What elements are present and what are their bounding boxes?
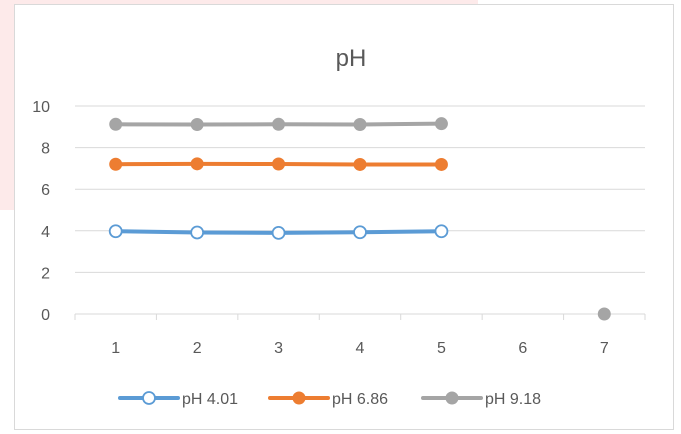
y-tick-label: 4	[41, 224, 50, 241]
legend-marker	[142, 391, 156, 405]
x-tick-label: 4	[356, 340, 365, 357]
data-point	[353, 157, 367, 171]
legend-item: pH 4.01	[118, 391, 238, 408]
x-tick-label: 1	[111, 340, 120, 357]
data-point	[597, 307, 611, 321]
data-point	[108, 224, 123, 239]
chart-title: pH	[336, 45, 367, 72]
data-point	[434, 224, 449, 239]
data-point	[353, 225, 367, 240]
data-point	[190, 157, 204, 171]
x-tick-label: 7	[600, 340, 609, 357]
chart-area	[14, 4, 674, 430]
x-tick-label: 6	[518, 340, 527, 357]
data-point	[353, 118, 367, 132]
data-point	[109, 157, 123, 171]
legend-label: pH 6.86	[332, 391, 388, 408]
x-tick-label: 3	[274, 340, 283, 357]
legend-item: pH 9.18	[421, 391, 541, 408]
data-point	[190, 118, 204, 132]
y-tick-label: 8	[41, 141, 50, 158]
legend-marker	[445, 391, 459, 405]
legend-label: pH 9.18	[485, 391, 541, 408]
series-ph-4-01	[108, 224, 449, 240]
data-point	[109, 117, 123, 131]
y-tick-label: 0	[41, 307, 50, 324]
data-point	[190, 225, 205, 240]
data-point	[272, 157, 286, 171]
data-point	[271, 225, 286, 240]
legend-label: pH 4.01	[182, 391, 238, 408]
data-point	[434, 157, 448, 171]
series-ph-6-86	[109, 157, 448, 171]
x-tick-label: 2	[193, 340, 202, 357]
legend: pH 4.01 pH 6.86 pH 9.18	[118, 391, 541, 408]
x-tick-label: 5	[437, 340, 446, 357]
series-group	[108, 117, 611, 321]
y-tick-label: 6	[41, 182, 50, 199]
series-ph-9-18	[109, 117, 611, 321]
y-tick-label: 10	[32, 99, 50, 116]
data-point	[434, 117, 448, 131]
y-tick-label: 2	[41, 265, 50, 282]
legend-marker	[292, 391, 306, 405]
legend-item: pH 6.86	[268, 391, 388, 408]
data-point	[272, 117, 286, 131]
